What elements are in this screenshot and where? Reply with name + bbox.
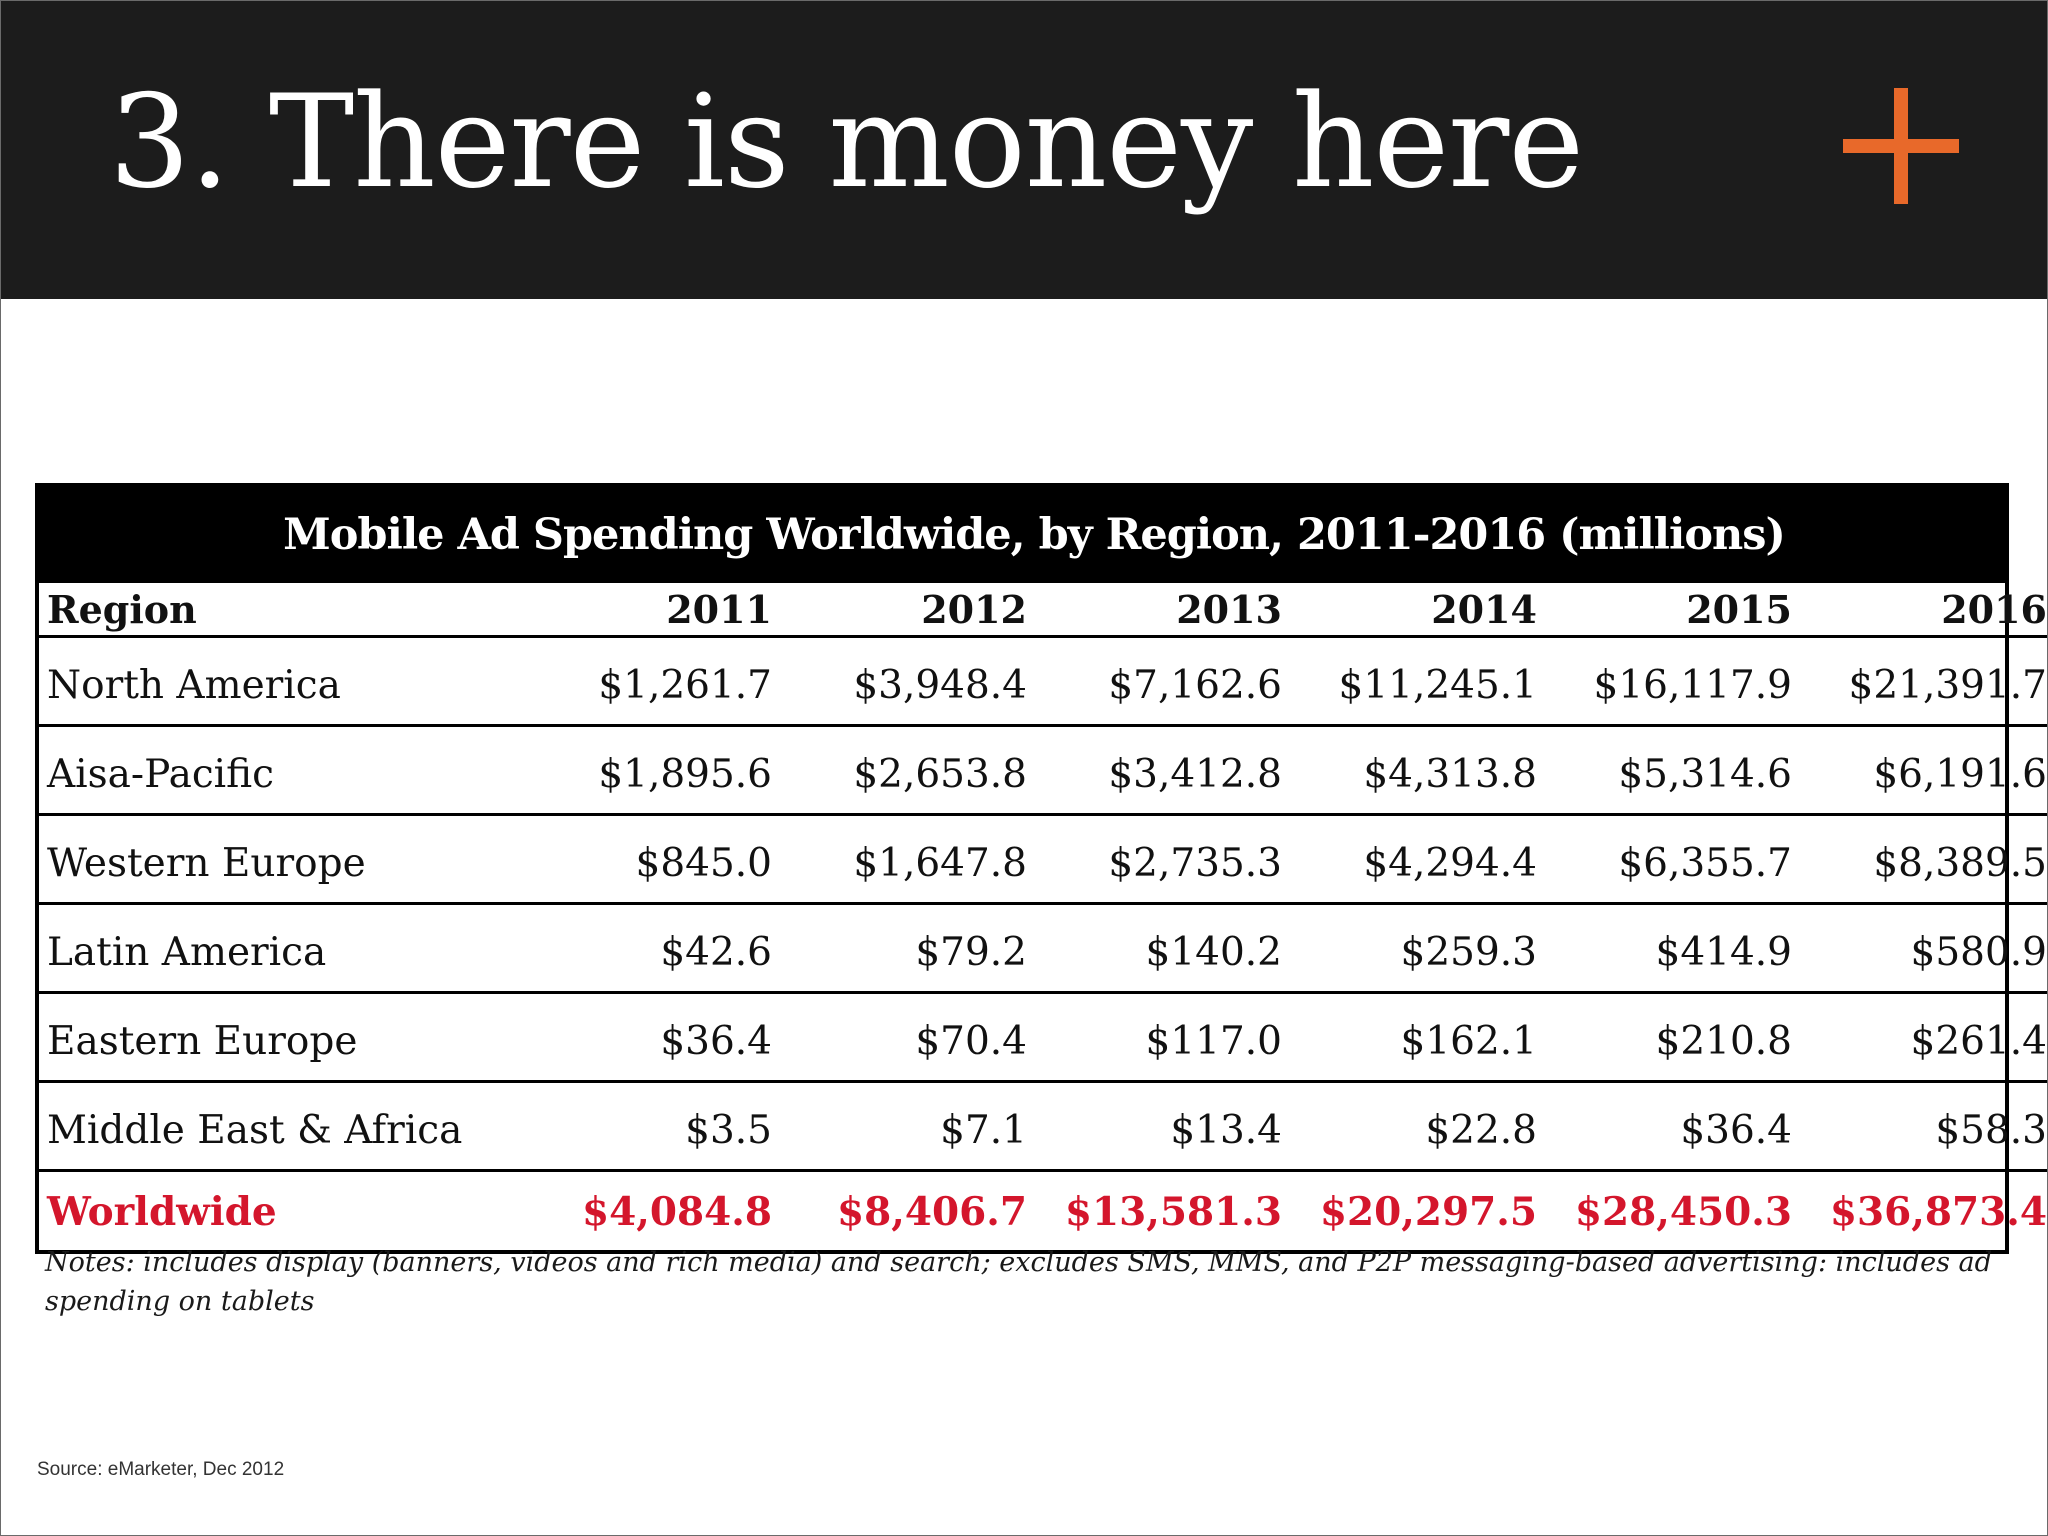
region-cell: Western Europe [39,814,527,905]
column-header-2016: 2016 [1802,583,2047,638]
value-cell: $8,389.5 [1802,814,2047,905]
value-cell: $36.4 [527,992,782,1083]
value-cell: $36.4 [1547,1081,1802,1172]
value-cell: $414.9 [1547,903,1802,994]
table-row: North America $1,261.7 $3,948.4 $7,162.6… [39,636,2047,727]
plus-icon-vertical-bar [1894,88,1908,204]
region-cell: Aisa-Pacific [39,725,527,816]
value-cell: $6,355.7 [1547,814,1802,905]
data-table: Region 2011 2012 2013 2014 2015 2016 Nor… [39,583,2047,1251]
value-cell: $4,313.8 [1292,725,1547,816]
value-cell: $140.2 [1037,903,1292,994]
value-cell: $261.4 [1802,992,2047,1083]
value-cell: $4,294.4 [1292,814,1547,905]
value-cell: $5,314.6 [1547,725,1802,816]
value-cell: $11,245.1 [1292,636,1547,727]
value-cell: $42.6 [527,903,782,994]
spending-table: Mobile Ad Spending Worldwide, by Region,… [35,483,2047,1254]
value-cell: $7.1 [782,1081,1037,1172]
table-row: Aisa-Pacific $1,895.6 $2,653.8 $3,412.8 … [39,725,2047,816]
header-band: 3. There is money here [1,1,2047,299]
total-row: Worldwide $4,084.8 $8,406.7 $13,581.3 $2… [39,1171,2047,1251]
slide-title: 3. There is money here [109,68,1584,217]
source-citation: Source: eMarketer, Dec 2012 [37,1459,285,1480]
value-cell: $1,647.8 [782,814,1037,905]
value-cell: $210.8 [1547,992,1802,1083]
value-cell: $3,948.4 [782,636,1037,727]
table-row: Eastern Europe $36.4 $70.4 $117.0 $162.1… [39,992,2047,1083]
value-cell: $16,117.9 [1547,636,1802,727]
value-cell: $1,261.7 [527,636,782,727]
value-cell: $1,895.6 [527,725,782,816]
value-cell: $22.8 [1292,1081,1547,1172]
value-cell: $13.4 [1037,1081,1292,1172]
total-value-cell: $4,084.8 [582,1189,772,1235]
total-label-cell: Worldwide [47,1189,277,1235]
value-cell: $259.3 [1292,903,1547,994]
table-row: Latin America $42.6 $79.2 $140.2 $259.3 … [39,903,2047,994]
table-title: Mobile Ad Spending Worldwide, by Region,… [39,487,2005,583]
value-cell: $3.5 [527,1081,782,1172]
value-cell: $58.3 [1802,1081,2047,1172]
value-cell: $162.1 [1292,992,1547,1083]
region-cell: Latin America [39,903,527,994]
value-cell: $21,391.7 [1802,636,2047,727]
value-cell: $2,653.8 [782,725,1037,816]
column-header-2011: 2011 [527,583,782,638]
value-cell: $70.4 [782,992,1037,1083]
value-cell: $117.0 [1037,992,1292,1083]
value-cell: $580.9 [1802,903,2047,994]
column-header-2013: 2013 [1037,583,1292,638]
total-value-cell: $28,450.3 [1574,1189,1792,1235]
total-value-cell: $8,406.7 [837,1189,1027,1235]
total-value-cell: $13,581.3 [1064,1189,1282,1235]
region-cell: Eastern Europe [39,992,527,1083]
value-cell: $79.2 [782,903,1037,994]
value-cell: $2,735.3 [1037,814,1292,905]
total-value-cell: $36,873.4 [1829,1189,2047,1235]
region-cell: Middle East & Africa [39,1081,527,1172]
total-value-cell: $20,297.5 [1319,1189,1537,1235]
region-cell: North America [39,636,527,727]
table-row: Middle East & Africa $3.5 $7.1 $13.4 $22… [39,1081,2047,1172]
header-row: Region 2011 2012 2013 2014 2015 2016 [39,583,2047,638]
table-row: Western Europe $845.0 $1,647.8 $2,735.3 … [39,814,2047,905]
column-header-region: Region [39,583,527,638]
value-cell: $845.0 [527,814,782,905]
plus-icon [1843,88,1959,204]
column-header-2015: 2015 [1547,583,1802,638]
column-header-2012: 2012 [782,583,1037,638]
column-header-2014: 2014 [1292,583,1547,638]
table-notes: Notes: includes display (banners, videos… [45,1247,1992,1317]
value-cell: $7,162.6 [1037,636,1292,727]
value-cell: $6,191.6 [1802,725,2047,816]
value-cell: $3,412.8 [1037,725,1292,816]
